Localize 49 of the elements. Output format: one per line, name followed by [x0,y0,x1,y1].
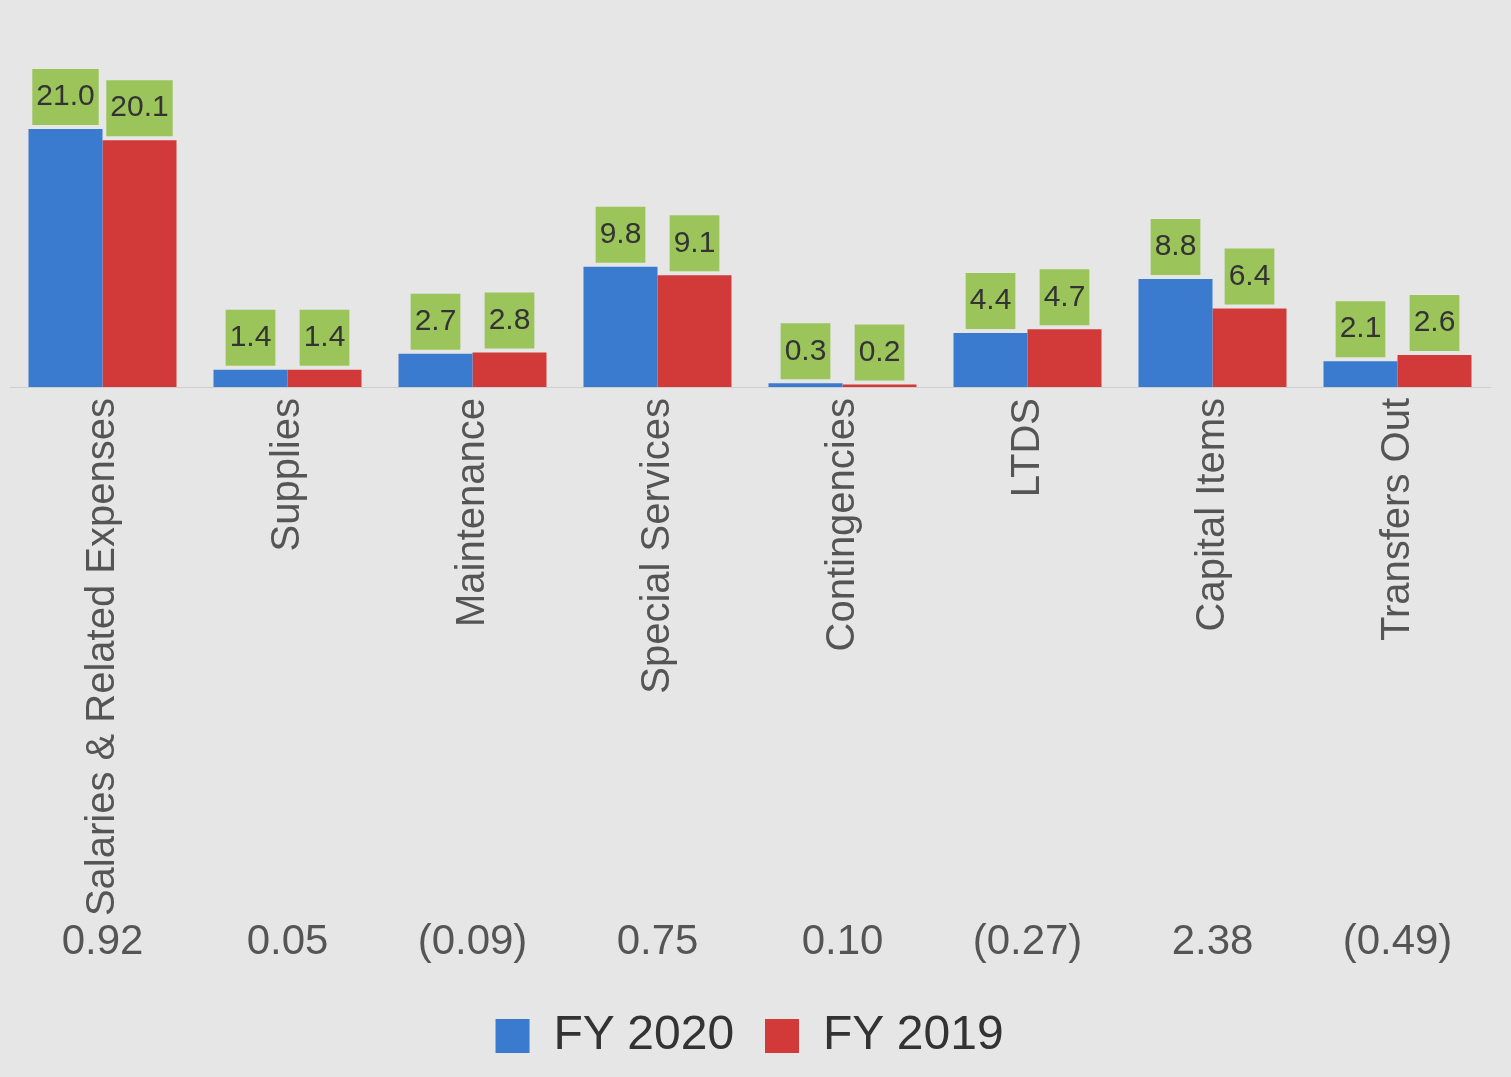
data-label: 2.1 [1339,310,1382,344]
data-label: 9.8 [599,215,642,249]
x-tick-label: Supplies [262,398,307,552]
x-tick-label: Maintenance [447,398,492,628]
bar [398,353,473,387]
bar [1323,361,1398,387]
bar [213,369,288,387]
bar [583,266,658,387]
data-label: 1.4 [229,319,272,353]
bar [768,383,843,387]
data-label: 1.4 [303,319,346,353]
data-label: 0.3 [784,332,827,366]
x-tick-label: Capital Items [1187,398,1232,632]
data-label: 6.4 [1228,257,1271,291]
text: 2.38 [1171,915,1254,963]
text: 0.75 [616,915,699,963]
data-label: 4.4 [969,282,1012,316]
text: 0.10 [801,915,884,963]
x-tick-label: Transfers Out [1372,398,1417,642]
text: (0.09) [417,915,528,963]
data-label: 20.1 [110,89,169,123]
bar [1212,308,1287,387]
bar [28,129,103,387]
data-label: 9.1 [673,224,716,258]
bar [472,352,547,387]
bar [953,332,1028,387]
bar [657,275,732,387]
bar [1027,329,1102,387]
text: (0.49) [1342,915,1453,963]
bar [1138,278,1213,387]
x-tick-label: Contingencies [817,398,862,652]
bar [287,369,362,387]
x-tick-label: Salaries & Related Expenses [77,398,122,917]
text: 0.92 [61,915,144,963]
x-tick-label: LTDS [1002,398,1047,498]
text: 0.05 [246,915,329,963]
data-label: 2.8 [488,301,531,335]
data-label: 21.0 [36,78,95,112]
data-label: 2.7 [414,303,457,337]
data-label: 4.7 [1043,278,1086,312]
legend-label: FY 2020 [553,1006,735,1060]
data-label: 0.2 [858,333,901,367]
x-tick-label: Special Services [632,398,677,694]
bar [102,140,177,387]
legend-label: FY 2019 [823,1006,1004,1060]
text: (0.27) [972,915,1083,963]
data-label: 2.6 [1413,304,1456,338]
data-label: 8.8 [1154,228,1197,262]
bar [1397,355,1472,387]
